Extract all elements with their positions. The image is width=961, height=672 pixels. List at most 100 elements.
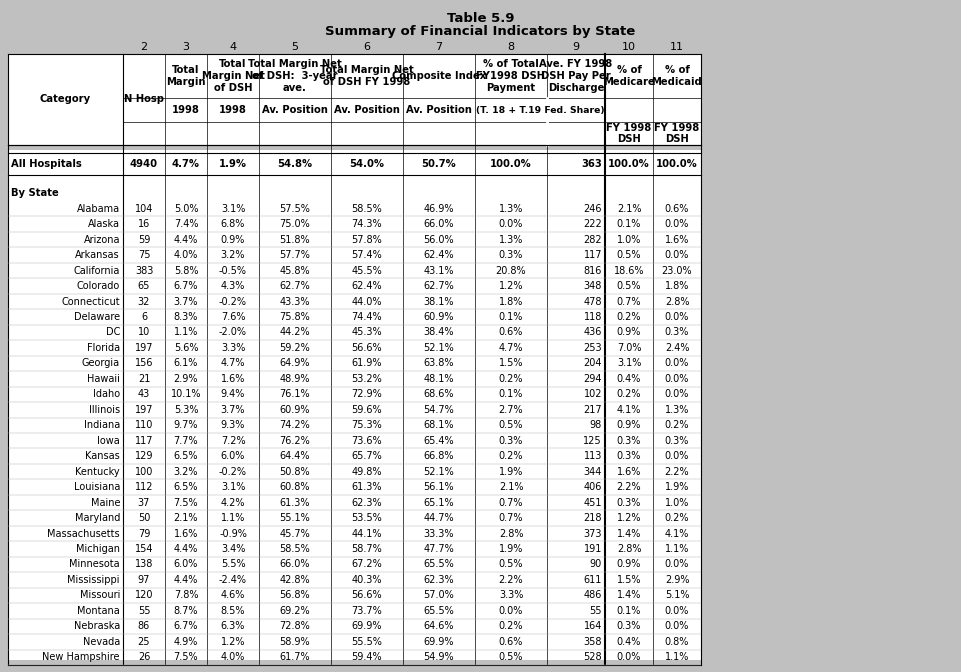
Text: 0.0%: 0.0%: [665, 219, 689, 229]
Text: 4.7%: 4.7%: [172, 159, 200, 169]
Text: 1.9%: 1.9%: [219, 159, 247, 169]
Text: 7.7%: 7.7%: [174, 435, 198, 446]
Text: 0.6%: 0.6%: [499, 637, 523, 646]
Text: Missouri: Missouri: [80, 591, 120, 600]
Text: 48.1%: 48.1%: [424, 374, 455, 384]
Text: -0.2%: -0.2%: [219, 466, 247, 476]
Text: 112: 112: [135, 482, 153, 492]
Text: 0.2%: 0.2%: [617, 389, 641, 399]
Text: FY 1998
DSH: FY 1998 DSH: [654, 123, 700, 144]
Text: 45.7%: 45.7%: [280, 529, 310, 538]
Text: 6.5%: 6.5%: [174, 482, 198, 492]
Text: 118: 118: [583, 312, 602, 322]
Text: 1.5%: 1.5%: [499, 358, 523, 368]
Text: 0.2%: 0.2%: [499, 622, 523, 631]
Text: 10.1%: 10.1%: [171, 389, 201, 399]
Text: 54.8%: 54.8%: [278, 159, 312, 169]
Text: 100.0%: 100.0%: [656, 159, 698, 169]
Text: 6.1%: 6.1%: [174, 358, 198, 368]
Text: 64.6%: 64.6%: [424, 622, 455, 631]
Text: 1.5%: 1.5%: [617, 575, 641, 585]
Text: 4.1%: 4.1%: [665, 529, 689, 538]
Text: 0.9%: 0.9%: [221, 235, 245, 245]
Text: 5.8%: 5.8%: [174, 265, 198, 276]
Text: 61.9%: 61.9%: [352, 358, 382, 368]
Text: 4.4%: 4.4%: [174, 235, 198, 245]
Bar: [8, 145, 701, 150]
Text: 60.9%: 60.9%: [280, 405, 310, 415]
Text: Nevada: Nevada: [83, 637, 120, 646]
Text: 1.6%: 1.6%: [174, 529, 198, 538]
Text: 3.3%: 3.3%: [221, 343, 245, 353]
Text: Av. Position: Av. Position: [334, 105, 400, 115]
Text: 1.0%: 1.0%: [665, 497, 689, 507]
Text: -0.2%: -0.2%: [219, 296, 247, 306]
Text: 7.4%: 7.4%: [174, 219, 198, 229]
Text: Alaska: Alaska: [88, 219, 120, 229]
Text: 74.4%: 74.4%: [352, 312, 382, 322]
Text: 59.2%: 59.2%: [280, 343, 310, 353]
Text: 1.3%: 1.3%: [499, 204, 523, 214]
Text: 4.7%: 4.7%: [221, 358, 245, 368]
Text: 3.2%: 3.2%: [221, 250, 245, 260]
Text: 5.0%: 5.0%: [174, 204, 198, 214]
Text: 65: 65: [137, 281, 150, 291]
Text: 47.7%: 47.7%: [424, 544, 455, 554]
Text: By State: By State: [11, 188, 59, 198]
Text: 56.0%: 56.0%: [424, 235, 455, 245]
Text: 0.3%: 0.3%: [617, 435, 641, 446]
Text: 1.8%: 1.8%: [499, 296, 523, 306]
Text: 49.8%: 49.8%: [352, 466, 382, 476]
Text: 66.0%: 66.0%: [424, 219, 455, 229]
Text: 16: 16: [137, 219, 150, 229]
Text: 3.7%: 3.7%: [221, 405, 245, 415]
Text: 204: 204: [583, 358, 602, 368]
Text: 1998: 1998: [172, 105, 200, 115]
Text: 0.6%: 0.6%: [665, 204, 689, 214]
Text: 7.5%: 7.5%: [174, 653, 198, 663]
Text: 1.8%: 1.8%: [665, 281, 689, 291]
Text: 1.1%: 1.1%: [665, 544, 689, 554]
Text: 0.3%: 0.3%: [617, 451, 641, 461]
Text: 1.1%: 1.1%: [665, 653, 689, 663]
Text: Arkansas: Arkansas: [75, 250, 120, 260]
Text: 10: 10: [622, 42, 636, 52]
Text: 62.3%: 62.3%: [424, 575, 455, 585]
Text: 4.0%: 4.0%: [221, 653, 245, 663]
Text: 72.9%: 72.9%: [352, 389, 382, 399]
Text: 1.6%: 1.6%: [665, 235, 689, 245]
Text: 1.4%: 1.4%: [617, 591, 641, 600]
Text: 62.7%: 62.7%: [280, 281, 310, 291]
Text: 2.8%: 2.8%: [617, 544, 641, 554]
Text: 197: 197: [135, 343, 153, 353]
Text: 76.2%: 76.2%: [280, 435, 310, 446]
Text: 32: 32: [137, 296, 150, 306]
Text: 100.0%: 100.0%: [490, 159, 531, 169]
Text: California: California: [74, 265, 120, 276]
Text: 0.9%: 0.9%: [617, 560, 641, 569]
Text: 61.7%: 61.7%: [280, 653, 310, 663]
Text: 3.1%: 3.1%: [221, 204, 245, 214]
Text: 8: 8: [507, 42, 514, 52]
Text: 58.5%: 58.5%: [352, 204, 382, 214]
Text: 7.5%: 7.5%: [174, 497, 198, 507]
Text: Iowa: Iowa: [97, 435, 120, 446]
Text: 0.5%: 0.5%: [617, 281, 641, 291]
Text: 0.3%: 0.3%: [499, 250, 523, 260]
Text: 373: 373: [583, 529, 602, 538]
Text: Michigan: Michigan: [76, 544, 120, 554]
Text: 7: 7: [435, 42, 443, 52]
Text: 246: 246: [583, 204, 602, 214]
Text: % of
Medicaid: % of Medicaid: [652, 65, 702, 87]
Text: Arizona: Arizona: [84, 235, 120, 245]
Text: 1998: 1998: [219, 105, 247, 115]
Text: 129: 129: [135, 451, 153, 461]
Text: 44.1%: 44.1%: [352, 529, 382, 538]
Text: 5.5%: 5.5%: [221, 560, 245, 569]
Text: 0.5%: 0.5%: [499, 560, 523, 569]
Text: Kentucky: Kentucky: [75, 466, 120, 476]
Text: 0.0%: 0.0%: [665, 389, 689, 399]
Text: 383: 383: [135, 265, 153, 276]
Text: 156: 156: [135, 358, 153, 368]
Text: 0.2%: 0.2%: [665, 513, 689, 523]
